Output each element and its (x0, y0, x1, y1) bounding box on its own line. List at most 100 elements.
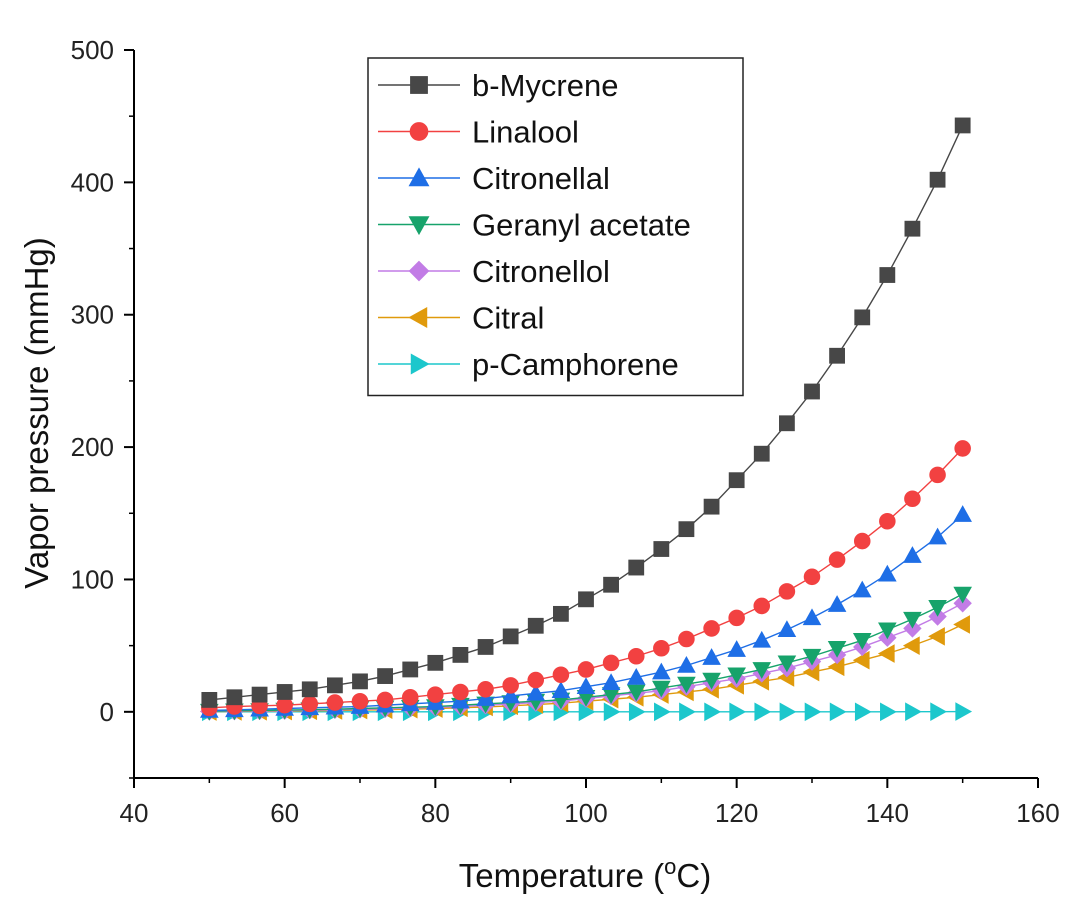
x-axis-title-main: Temperature ( (459, 857, 664, 894)
x-tick-label: 60 (270, 798, 299, 828)
series-b-mycrene (201, 117, 971, 708)
data-point (954, 117, 971, 134)
data-point (904, 220, 921, 237)
data-point (878, 564, 897, 582)
data-point (779, 415, 795, 432)
data-point (427, 686, 444, 703)
data-point (802, 608, 822, 626)
data-point (803, 568, 821, 586)
legend-item: Citronellol (378, 254, 610, 289)
data-point (955, 702, 973, 721)
data-point (201, 692, 218, 708)
data-point (477, 639, 494, 655)
data-point (626, 667, 646, 685)
data-point (827, 640, 847, 658)
x-tick-label: 160 (1016, 798, 1059, 828)
data-point (777, 620, 797, 638)
y-tick-label: 500 (71, 35, 114, 65)
data-point (376, 691, 394, 709)
data-point (679, 702, 696, 722)
data-point (526, 683, 546, 701)
legend-label: Linalool (472, 115, 579, 150)
data-point (728, 609, 745, 627)
data-point (653, 541, 670, 557)
data-point (854, 702, 872, 722)
data-point (852, 580, 872, 598)
legend-item: Geranyl acetate (378, 208, 691, 243)
data-point (702, 672, 721, 690)
legend-item: b-Mycrene (378, 68, 618, 103)
y-tick-label: 100 (71, 564, 114, 594)
data-point (652, 680, 671, 698)
data-point (777, 655, 797, 673)
legend-label: Citral (472, 301, 544, 336)
data-point (427, 654, 444, 671)
data-point (728, 472, 745, 489)
legend: b-Mycrene Linalool Citronellal Geranyl acet… (367, 57, 744, 397)
data-point (352, 673, 368, 690)
x-tick-label: 40 (120, 798, 149, 828)
data-point (704, 702, 722, 722)
data-point (477, 681, 494, 698)
data-point (552, 666, 570, 684)
data-point (878, 622, 897, 640)
data-point (451, 691, 470, 709)
data-point (301, 695, 319, 713)
data-point (452, 647, 469, 663)
data-point (251, 686, 268, 703)
x-axis-title: Temperature (oC) (459, 854, 712, 894)
data-point (779, 702, 797, 722)
data-point (602, 654, 620, 672)
y-tick-label: 0 (100, 697, 114, 727)
data-point (727, 667, 746, 685)
data-point (954, 440, 971, 457)
data-point (628, 702, 646, 722)
data-point (327, 677, 343, 694)
data-point (702, 648, 721, 665)
data-point (753, 597, 771, 615)
legend-marker (410, 76, 428, 94)
data-point (905, 702, 922, 721)
x-axis-title-superscript: o (664, 854, 676, 879)
data-point (678, 630, 695, 648)
data-point (827, 595, 847, 612)
data-point (880, 702, 897, 722)
data-point (877, 644, 895, 663)
data-point (627, 647, 645, 665)
data-point (879, 267, 896, 283)
data-point (377, 668, 393, 684)
data-point (678, 521, 695, 538)
data-point (928, 627, 945, 646)
data-point (852, 650, 870, 670)
data-point (476, 689, 495, 706)
x-tick-label: 100 (564, 798, 607, 828)
x-axis-title-unit: C) (676, 857, 711, 894)
data-point (677, 676, 696, 694)
data-point (703, 620, 720, 637)
data-point (401, 688, 419, 706)
legend-marker (409, 122, 429, 141)
data-point (829, 702, 847, 722)
data-point (578, 591, 594, 608)
data-point (628, 559, 645, 576)
data-point (727, 640, 746, 657)
data-point (953, 586, 972, 604)
legend-label: Geranyl acetate (472, 208, 691, 243)
legend-marker (408, 260, 430, 282)
data-point (853, 532, 871, 550)
data-point (804, 383, 820, 400)
data-point (553, 605, 569, 622)
data-point (577, 661, 595, 678)
data-point (653, 640, 670, 657)
data-point (603, 702, 621, 722)
data-point (576, 677, 596, 694)
data-point (502, 677, 519, 694)
data-point (928, 527, 947, 545)
data-point (903, 611, 922, 629)
legend-item: Citral (378, 301, 544, 336)
data-point (953, 505, 972, 522)
data-point (804, 702, 822, 722)
legend-marker (408, 307, 428, 328)
data-point (551, 681, 571, 698)
